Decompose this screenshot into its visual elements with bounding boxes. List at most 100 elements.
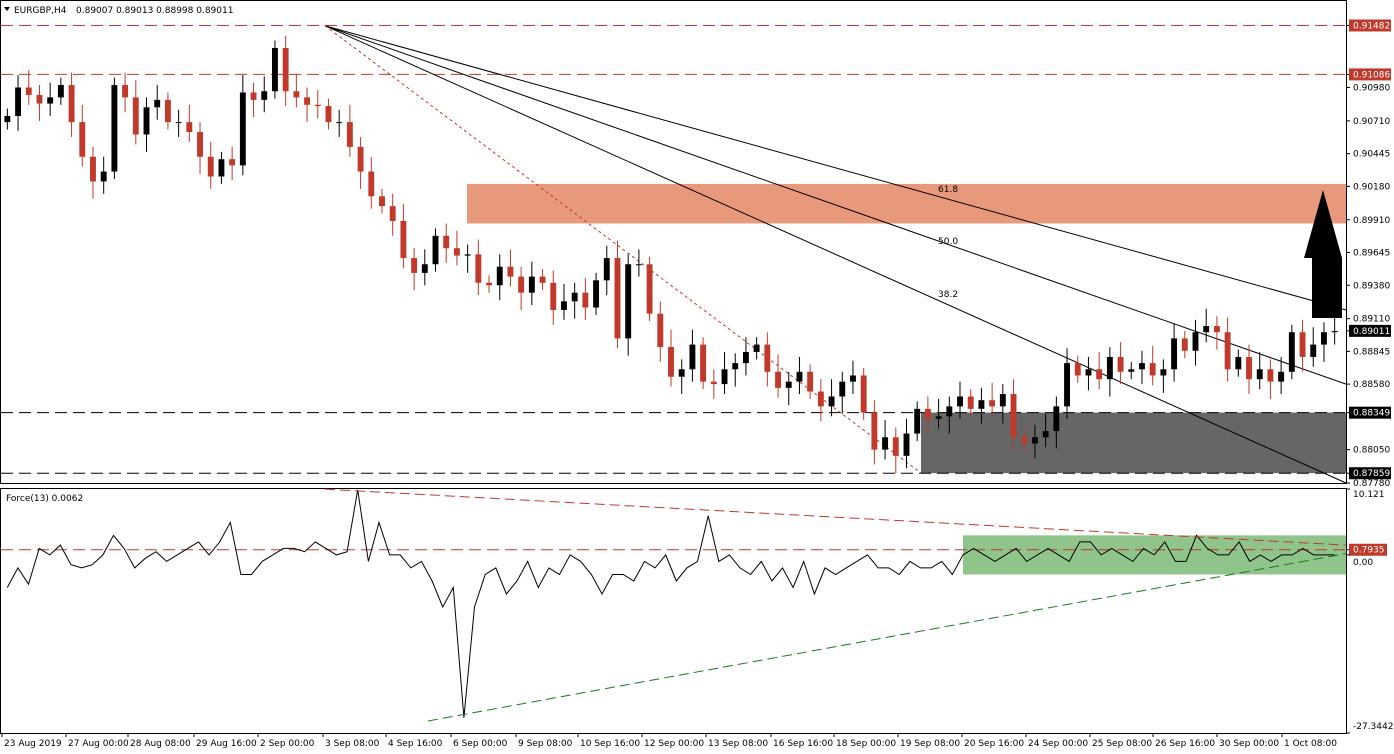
candle [1288, 324, 1295, 380]
candle [614, 240, 621, 349]
candle [15, 75, 21, 131]
candle [1042, 413, 1049, 448]
candle [957, 381, 963, 419]
symbol-dropdown-icon[interactable] [4, 7, 10, 11]
resistance-zone [467, 183, 1346, 224]
candle [518, 266, 525, 310]
candle [1149, 345, 1156, 386]
candle [400, 203, 407, 268]
x-tick-label: 30 Sep 00:00 [1219, 739, 1279, 749]
candle [304, 87, 311, 123]
candle [100, 156, 107, 194]
svg-text:0.90445: 0.90445 [1353, 150, 1390, 160]
x-tick-label: 6 Sep 00:00 [453, 739, 508, 749]
candle [122, 72, 129, 113]
up-arrow-icon [1304, 190, 1342, 318]
candle [1213, 316, 1220, 350]
fan-line [324, 25, 1347, 484]
candle [1139, 350, 1145, 385]
x-tick-label: 4 Sep 16:00 [388, 739, 443, 749]
x-tick-label: 28 Aug 08:00 [130, 739, 191, 749]
main-plot-frame [0, 0, 1347, 484]
candle [871, 400, 878, 465]
candle [336, 109, 343, 137]
price-tag [1349, 467, 1391, 480]
candle [1246, 344, 1252, 395]
candle [646, 256, 653, 322]
candle [197, 122, 203, 175]
candle [1181, 330, 1188, 359]
candle [496, 254, 503, 301]
candle [1053, 396, 1060, 449]
svg-text:0.91482: 0.91482 [1353, 21, 1390, 31]
candle [411, 248, 418, 291]
candle [999, 384, 1006, 424]
candle [785, 371, 792, 406]
candle [839, 371, 846, 414]
candle [1192, 319, 1199, 366]
price-tag [1349, 324, 1391, 337]
candle [1010, 379, 1017, 450]
candle [700, 337, 707, 390]
x-tick-label: 3 Sep 08:00 [325, 739, 380, 749]
candle [625, 254, 632, 356]
svg-text:0.87780: 0.87780 [1353, 479, 1390, 489]
candle [475, 239, 482, 296]
candle [1096, 351, 1103, 390]
candle [250, 82, 257, 118]
fib-label-382: 38.2 [938, 290, 958, 300]
candle [325, 98, 332, 130]
candle [1331, 316, 1338, 345]
candle [732, 353, 739, 387]
candle [1117, 342, 1124, 385]
candle [1278, 356, 1285, 395]
candle [1321, 322, 1327, 362]
x-tick-label: 19 Sep 08:00 [900, 739, 960, 749]
candle [946, 396, 953, 434]
candle [453, 230, 460, 266]
svg-text:0.89011: 0.89011 [1353, 327, 1390, 337]
candle [486, 275, 492, 293]
candle [657, 301, 664, 362]
x-tick-label: 24 Sep 00:00 [1028, 739, 1088, 749]
candle [1171, 323, 1178, 382]
candle [721, 351, 728, 395]
svg-text:0.90710: 0.90710 [1353, 117, 1390, 127]
force-indicator-label: Force(13) 0.0062 [6, 494, 83, 504]
x-tick-label: 27 Aug 00:00 [68, 739, 129, 749]
candle [710, 369, 717, 399]
price-y-axis: 0.91482 0.91086 0.90980 0.90710 0.90445 0.901… [1346, 19, 1391, 489]
candle [764, 332, 771, 387]
force-y-axis: 10.121 0.7935 0.00 -27.3442 [1346, 488, 1393, 734]
candle [357, 136, 364, 189]
trend-dotted-line [324, 25, 922, 474]
fibonacci-fan [324, 25, 1347, 484]
candle [1085, 356, 1092, 391]
candle [443, 223, 450, 264]
candle [1235, 349, 1242, 377]
candle [389, 193, 396, 236]
candle [1074, 355, 1081, 383]
candle [175, 109, 182, 137]
candle [807, 364, 814, 399]
candle [967, 389, 974, 417]
candle [561, 284, 567, 320]
candle [1160, 359, 1167, 393]
candle [143, 97, 150, 152]
candle [978, 387, 985, 424]
fib-label-618: 61.8 [938, 185, 958, 195]
candle [346, 104, 353, 157]
candle [635, 249, 642, 277]
price-levels [1, 24, 1346, 474]
candle [68, 72, 75, 137]
candle [989, 382, 996, 417]
force-index-series [1, 488, 1347, 722]
svg-text:0.88580: 0.88580 [1353, 380, 1390, 390]
candle [582, 277, 589, 320]
support-zone [921, 412, 1346, 474]
svg-text:0.87859: 0.87859 [1353, 469, 1390, 479]
svg-text:10.121: 10.121 [1353, 490, 1385, 500]
candle [1064, 348, 1070, 419]
price-tag [1349, 406, 1391, 419]
candle [550, 270, 557, 325]
